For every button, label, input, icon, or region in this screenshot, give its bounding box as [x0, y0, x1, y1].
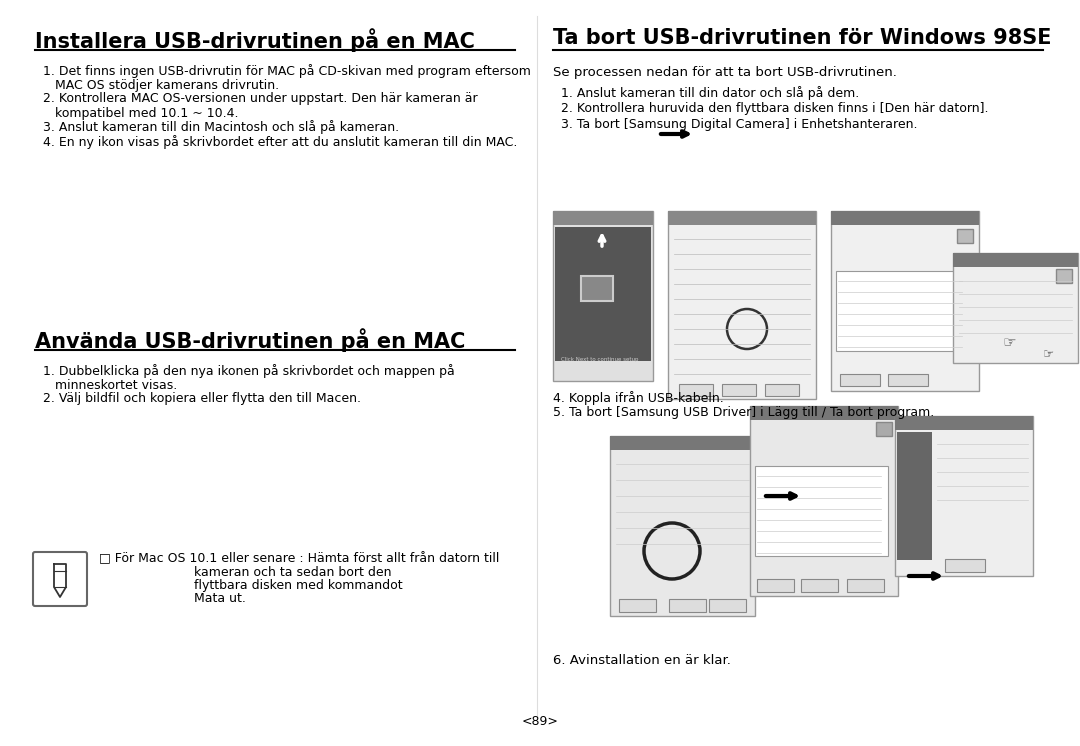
- Text: 5. Ta bort [Samsung USB Driver] i Lägg till / Ta bort program.: 5. Ta bort [Samsung USB Driver] i Lägg t…: [553, 406, 934, 419]
- Text: 6. Avinstallation en är klar.: 6. Avinstallation en är klar.: [553, 654, 731, 667]
- Bar: [831, 211, 978, 225]
- Text: MAC OS stödjer kamerans drivrutin.: MAC OS stödjer kamerans drivrutin.: [43, 79, 279, 92]
- Text: 2. Välj bildfil och kopiera eller flytta den till Macen.: 2. Välj bildfil och kopiera eller flytta…: [43, 392, 361, 405]
- Text: 2. Kontrollera huruvida den flyttbara disken finns i [Den här datorn].: 2. Kontrollera huruvida den flyttbara di…: [561, 102, 988, 115]
- Bar: [953, 253, 1078, 363]
- FancyBboxPatch shape: [945, 559, 985, 572]
- Bar: [895, 416, 1032, 430]
- Text: 1. Det finns ingen USB-drivrutin för MAC på CD-skivan med program eftersom: 1. Det finns ingen USB-drivrutin för MAC…: [43, 64, 531, 78]
- Bar: [750, 406, 897, 420]
- Bar: [755, 466, 888, 556]
- Bar: [876, 422, 892, 436]
- Text: <89>: <89>: [522, 715, 558, 728]
- Text: Ta bort USB-drivrutinen för Windows 98SE: Ta bort USB-drivrutinen för Windows 98SE: [553, 28, 1052, 48]
- Text: 4. En ny ikon visas på skrivbordet efter att du anslutit kameran till din MAC.: 4. En ny ikon visas på skrivbordet efter…: [43, 135, 517, 149]
- Text: Använda USB-drivrutinen på en MAC: Använda USB-drivrutinen på en MAC: [35, 328, 465, 352]
- FancyBboxPatch shape: [708, 599, 746, 612]
- Text: flyttbara disken med kommandot: flyttbara disken med kommandot: [194, 579, 403, 592]
- Bar: [836, 271, 969, 351]
- FancyBboxPatch shape: [765, 384, 799, 396]
- Text: Mata ut.: Mata ut.: [194, 592, 246, 605]
- Bar: [957, 229, 973, 243]
- Bar: [553, 211, 653, 381]
- Text: 3. Anslut kameran till din Macintosh och slå på kameran.: 3. Anslut kameran till din Macintosh och…: [43, 120, 400, 134]
- FancyBboxPatch shape: [888, 374, 928, 386]
- Bar: [1056, 269, 1072, 283]
- FancyBboxPatch shape: [33, 552, 87, 606]
- Text: kameran och ta sedan bort den: kameran och ta sedan bort den: [194, 566, 391, 579]
- Bar: [750, 406, 897, 596]
- FancyBboxPatch shape: [801, 579, 838, 592]
- Text: Se processen nedan för att ta bort USB-drivrutinen.: Se processen nedan för att ta bort USB-d…: [553, 66, 896, 79]
- Text: ☞: ☞: [1043, 348, 1054, 361]
- Text: Installera USB-drivrutinen på en MAC: Installera USB-drivrutinen på en MAC: [35, 28, 475, 51]
- Bar: [553, 211, 653, 225]
- Bar: [555, 227, 651, 361]
- FancyBboxPatch shape: [679, 384, 713, 396]
- Bar: [610, 436, 755, 616]
- Text: kompatibel med 10.1 ~ 10.4.: kompatibel med 10.1 ~ 10.4.: [43, 107, 239, 120]
- Bar: [895, 416, 1032, 576]
- Text: minneskortet visas.: minneskortet visas.: [43, 379, 177, 392]
- Text: 1. Anslut kameran till din dator och slå på dem.: 1. Anslut kameran till din dator och slå…: [561, 86, 860, 100]
- Text: Click Next to continue setup: Click Next to continue setup: [561, 357, 638, 362]
- Bar: [897, 432, 932, 560]
- Text: ☞: ☞: [1003, 335, 1016, 350]
- Bar: [610, 436, 755, 450]
- Text: 3. Ta bort [Samsung Digital Camera] i Enhetshanteraren.: 3. Ta bort [Samsung Digital Camera] i En…: [561, 118, 918, 131]
- Bar: [669, 211, 816, 225]
- Bar: [581, 276, 613, 301]
- Text: 2. Kontrollera MAC OS-versionen under uppstart. Den här kameran är: 2. Kontrollera MAC OS-versionen under up…: [43, 92, 477, 105]
- Text: 1. Dubbelklicka på den nya ikonen på skrivbordet och mappen på: 1. Dubbelklicka på den nya ikonen på skr…: [43, 364, 455, 378]
- Text: 4. Koppla ifrån USB-kabeln.: 4. Koppla ifrån USB-kabeln.: [553, 391, 724, 405]
- FancyBboxPatch shape: [840, 374, 880, 386]
- Text: □ För Mac OS 10.1 eller senare : Hämta först allt från datorn till: □ För Mac OS 10.1 eller senare : Hämta f…: [99, 552, 499, 565]
- FancyBboxPatch shape: [619, 599, 656, 612]
- FancyBboxPatch shape: [669, 599, 706, 612]
- Bar: [953, 253, 1078, 267]
- FancyBboxPatch shape: [847, 579, 885, 592]
- FancyBboxPatch shape: [723, 384, 756, 396]
- Bar: [831, 211, 978, 391]
- FancyBboxPatch shape: [757, 579, 794, 592]
- Bar: [669, 211, 816, 399]
